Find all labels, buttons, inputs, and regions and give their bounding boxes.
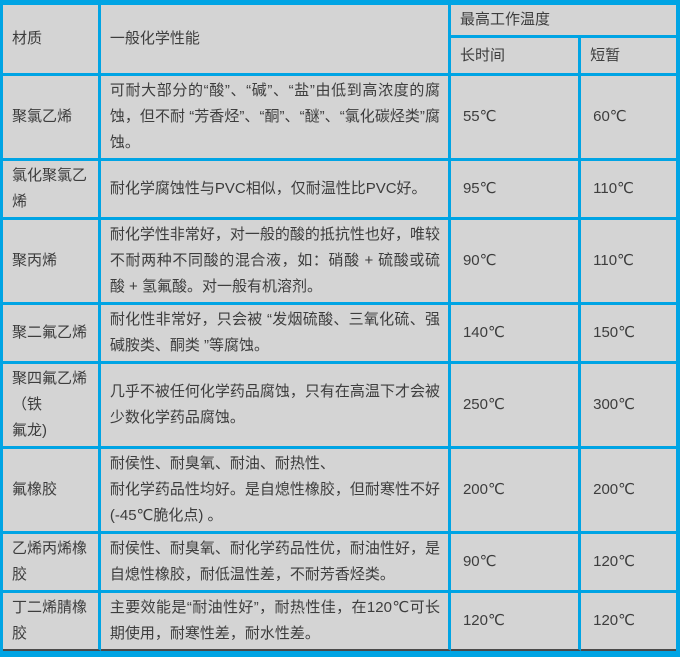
long-time-temp-cell: 95℃ [450, 161, 582, 220]
short-duration-temp-cell: 300℃ [581, 364, 676, 449]
material-cell: 聚氯乙烯 [3, 76, 101, 161]
chemical-properties-cell: 耐化学性非常好，对一般的酸的抵抗性也好，唯较不耐两种不同酸的混合液，如：硝酸 +… [100, 220, 451, 305]
material-cell: 聚丙烯 [3, 220, 101, 305]
short-duration-temp-cell: 60℃ [581, 76, 676, 161]
material-cell: 聚四氟乙烯 （铁 氟龙) [3, 364, 101, 449]
short-duration-temp-cell: 150℃ [581, 305, 676, 364]
long-time-temp-cell: 90℃ [450, 534, 582, 593]
long-time-temp-cell: 250℃ [450, 364, 582, 449]
long-time-temp-cell: 90℃ [450, 220, 582, 305]
material-cell: 聚二氟乙烯 [3, 305, 101, 364]
long-time-temp-cell: 120℃ [450, 593, 582, 651]
short-duration-temp-cell: 120℃ [581, 534, 676, 593]
table-row: 氟橡胶 耐侯性、耐臭氧、耐油、耐热性、 耐化学药品性均好。是自熄性橡胶，但耐寒性… [3, 449, 676, 534]
header-short-duration: 短暂 [581, 38, 676, 76]
table-row: 聚氯乙烯 可耐大部分的“酸”、“碱”、“盐”由低到高浓度的腐蚀，但不耐 “芳香烃… [3, 76, 676, 161]
chemical-properties-cell: 主要效能是“耐油性好”，耐热性佳，在120℃可长期使用，耐寒性差，耐水性差。 [100, 593, 451, 651]
long-time-temp-cell: 140℃ [450, 305, 582, 364]
material-cell: 丁二烯腈橡胶 [3, 593, 101, 651]
material-cell: 乙烯丙烯橡胶 [3, 534, 101, 593]
long-time-temp-cell: 55℃ [450, 76, 582, 161]
short-duration-temp-cell: 120℃ [581, 593, 676, 651]
header-row-sub: 长时间 短暂 [3, 38, 676, 76]
material-cell: 氯化聚氯乙烯 [3, 161, 101, 220]
table-row: 乙烯丙烯橡胶 耐侯性、耐臭氧、耐化学药品性优，耐油性好，是自熄性橡胶，耐低温性差… [3, 534, 676, 593]
chemical-properties-cell: 耐化学腐蚀性与PVC相似，仅耐温性比PVC好。 [100, 161, 451, 220]
table-row: 聚二氟乙烯 耐化性非常好，只会被 “发烟硫酸、三氧化硫、强碱胺类、酮类 ”等腐蚀… [3, 305, 676, 364]
short-duration-temp-cell: 110℃ [581, 220, 676, 305]
chemical-properties-cell: 耐化性非常好，只会被 “发烟硫酸、三氧化硫、强碱胺类、酮类 ”等腐蚀。 [100, 305, 451, 364]
header-row-top: 材质 一般化学性能 最高工作温度 [3, 5, 676, 76]
header-chemical-properties: 一般化学性能 [100, 5, 451, 76]
short-duration-temp-cell: 200℃ [581, 449, 676, 534]
header-long-time: 长时间 [450, 38, 582, 76]
material-cell: 氟橡胶 [3, 449, 101, 534]
chemical-properties-cell: 耐侯性、耐臭氧、耐化学药品性优，耐油性好，是自熄性橡胶，耐低温性差，不耐芳香烃类… [100, 534, 451, 593]
table-row: 聚四氟乙烯 （铁 氟龙) 几乎不被任何化学药品腐蚀，只有在高温下才会被少数化学药… [3, 364, 676, 449]
short-duration-temp-cell: 110℃ [581, 161, 676, 220]
header-max-working-temp: 最高工作温度 [450, 5, 676, 38]
table-row: 聚丙烯 耐化学性非常好，对一般的酸的抵抗性也好，唯较不耐两种不同酸的混合液，如：… [3, 220, 676, 305]
chemical-properties-cell: 几乎不被任何化学药品腐蚀，只有在高温下才会被少数化学药品腐蚀。 [100, 364, 451, 449]
long-time-temp-cell: 200℃ [450, 449, 582, 534]
header-material: 材质 [3, 5, 101, 76]
chemical-properties-cell: 可耐大部分的“酸”、“碱”、“盐”由低到高浓度的腐蚀，但不耐 “芳香烃”、“酮”… [100, 76, 451, 161]
chemical-properties-cell: 耐侯性、耐臭氧、耐油、耐热性、 耐化学药品性均好。是自熄性橡胶，但耐寒性不好 (… [100, 449, 451, 534]
table-row: 氯化聚氯乙烯 耐化学腐蚀性与PVC相似，仅耐温性比PVC好。 95℃ 110℃ [3, 161, 676, 220]
table-row: 丁二烯腈橡胶 主要效能是“耐油性好”，耐热性佳，在120℃可长期使用，耐寒性差，… [3, 593, 676, 651]
